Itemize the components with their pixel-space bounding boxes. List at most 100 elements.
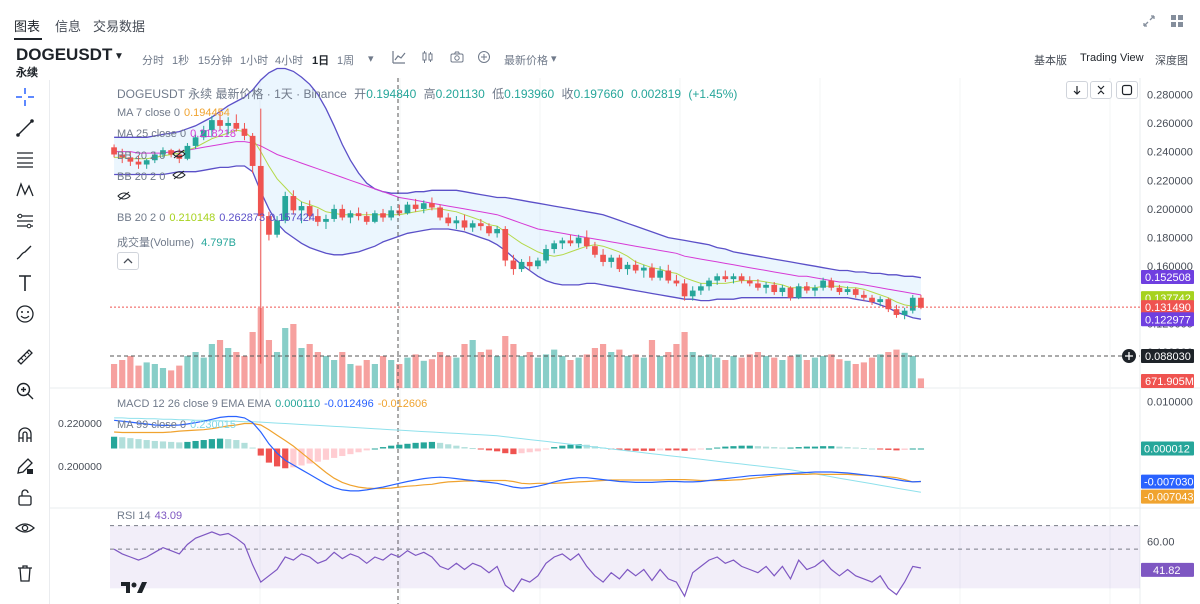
horizontal-lines-icon[interactable] [10,146,40,172]
macd-histogram-bar [852,447,859,449]
volume-bar [453,357,460,388]
volume-bar [673,344,680,388]
view-depth[interactable]: 深度图 [1155,55,1188,67]
change-pct: (+1.45%) [688,87,738,101]
candle-body [323,218,329,222]
interval-1h[interactable]: 1小时 [240,55,269,67]
fib-icon[interactable] [10,208,40,234]
candle-body [314,216,321,222]
candle-body [559,240,566,244]
tab-trade-data[interactable]: 交易数据 [93,19,146,34]
volume-bar [811,357,819,388]
caret-down-icon[interactable]: ▼ [114,51,124,62]
legend-bb-values[interactable]: BB 20 2 0 0.210148 0.262873 0.157424 [117,212,319,224]
volume-bar [388,360,395,388]
grid-icon[interactable] [1170,14,1184,31]
macd-histogram-bar [396,444,403,449]
price-type-select[interactable]: 最新价格 [504,55,548,67]
symbol-name[interactable]: DOGEUSDT [16,45,113,64]
pattern-icon[interactable] [10,177,40,203]
volume-bar [119,360,126,388]
legend-bb-3[interactable] [117,191,135,204]
collapse-legend-button[interactable] [117,252,139,270]
candle-body [396,210,403,214]
indicator-icon[interactable] [392,50,406,67]
price-tick-label: 0.220000 [1147,175,1193,187]
eye-icon[interactable] [10,515,40,541]
bb-basis-value: 0.210148 [169,212,216,224]
trendline-icon[interactable] [10,115,40,141]
magnet-icon[interactable] [10,422,40,448]
scroll-down-button[interactable] [1066,81,1088,99]
volume-bar [208,344,215,388]
ma25-value: 0.218218 [190,128,236,140]
macd-left-axis-bottom: 0.200000 [58,461,102,473]
candle-body [249,135,256,166]
interval-1d[interactable]: 1日 [312,55,330,67]
expand-icon[interactable] [1142,14,1156,31]
volume-bar [901,352,908,388]
view-tradingview[interactable]: Trading View [1080,52,1144,64]
interval-1s[interactable]: 1秒 [172,55,190,67]
macd-histogram-bar [331,448,338,458]
lock-icon[interactable] [10,484,40,510]
bb3-eye-icon[interactable] [117,191,131,204]
interval-more-caret-icon[interactable]: ▾ [368,53,374,65]
crosshair-icon[interactable] [10,84,40,110]
volume-bar [216,340,224,388]
interval-4h[interactable]: 4小时 [275,55,304,67]
ohlc-title: DOGEUSDT 永续 最新价格 · 1天 · Binance [117,87,347,101]
macd-histogram-bar [901,448,908,450]
macd-badge [1141,489,1194,504]
eye-slash-icon[interactable] [172,170,187,183]
macd-histogram-bar [665,448,672,451]
candle-type-icon[interactable] [421,50,435,67]
volume-bar [681,332,688,388]
legend-ma7[interactable]: MA 7 close 0 0.194454 [117,107,234,119]
eye-slash-icon[interactable] [172,149,187,162]
legend-ma25[interactable]: MA 25 close 0 0.218218 [117,128,240,140]
camera-icon[interactable] [450,50,464,67]
legend-macd[interactable]: MACD 12 26 close 9 EMA EMA 0.000110 -0.012… [117,398,431,410]
pencil-lock-icon[interactable] [10,453,40,479]
interval-1w[interactable]: 1周 [337,55,355,67]
brush-icon[interactable] [10,239,40,265]
trash-icon[interactable] [10,560,40,586]
legend-bb-1[interactable]: BB 20 2 0 [117,149,190,162]
text-icon[interactable] [10,270,40,296]
ruler-icon[interactable] [10,344,40,370]
collapse-arrows-button[interactable] [1090,81,1112,99]
legend-bb-2[interactable]: BB 20 2 0 [117,170,190,183]
add-circle-icon[interactable] [477,50,491,67]
candle-body [771,284,778,293]
volume-bar [282,328,289,388]
price-type-caret-icon[interactable]: ▾ [551,53,557,65]
tab-info[interactable]: 信息 [55,19,82,34]
macd-histogram-bar [575,444,582,449]
volume-bar [363,360,370,388]
candle-body [168,150,174,155]
volume-bar [738,357,745,388]
volume-bar [787,356,794,388]
emoji-icon[interactable] [10,301,40,327]
view-basic[interactable]: 基本版 [1034,55,1067,67]
candle-body [738,276,745,281]
candle-body [363,216,370,222]
price-tick-label: 0.240000 [1147,147,1193,159]
legend-volume[interactable]: 成交量(Volume) 4.797B [117,234,240,250]
interval-15m[interactable]: 15分钟 [198,55,233,67]
volume-bar [828,354,835,388]
tab-chart[interactable]: 图表 [14,19,41,34]
macd-histogram-bar [542,448,550,450]
macd-histogram-bar [233,440,240,449]
legend-ma99[interactable]: MA 99 close 0 0.230015 [117,419,240,431]
zoom-in-icon[interactable] [10,378,40,404]
candle-body [795,286,802,298]
interval-tick[interactable]: 分时 [142,55,164,67]
fullscreen-button[interactable] [1116,81,1138,99]
macd-histogram-bar [917,448,925,450]
legend-rsi[interactable]: RSI 14 43.09 [117,510,186,522]
candle-body [372,213,378,222]
candle-body [909,297,916,311]
